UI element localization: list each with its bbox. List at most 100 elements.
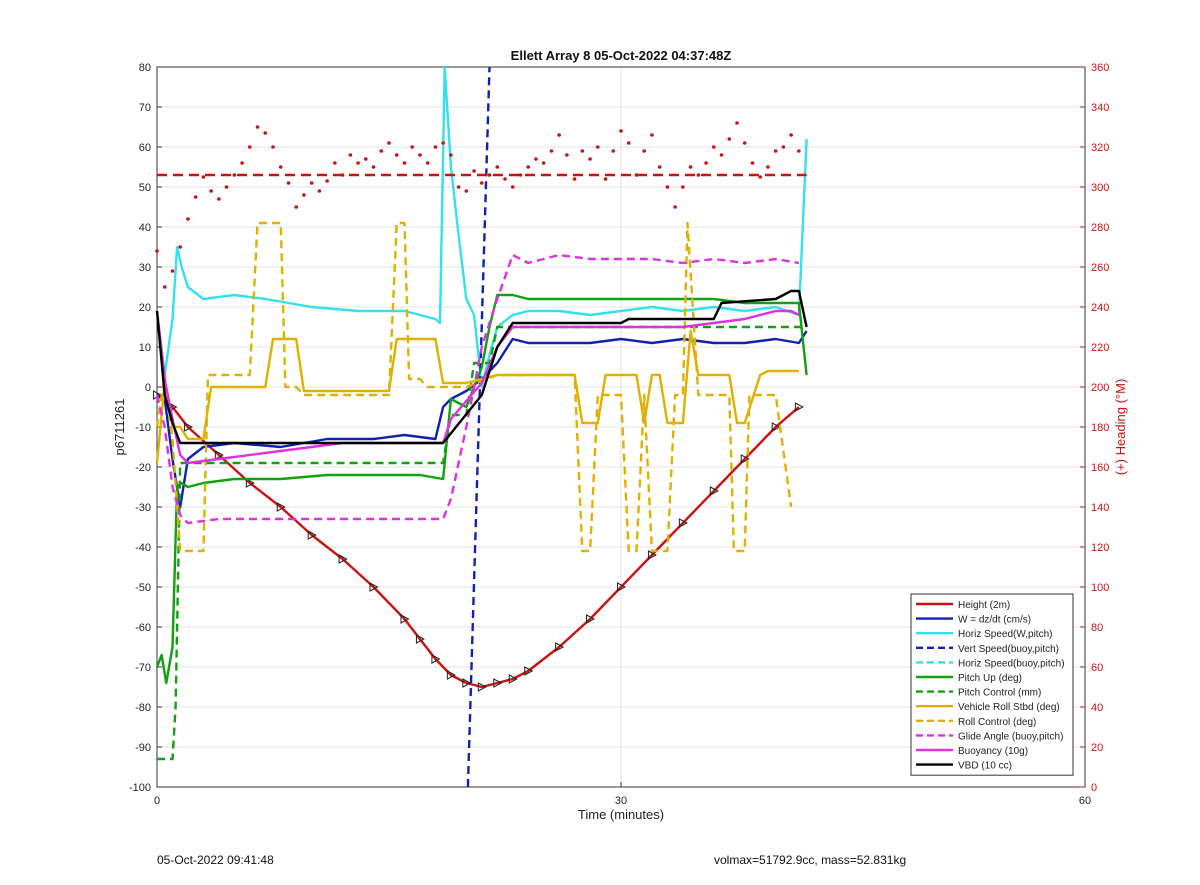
y2-tick-label: 340 bbox=[1091, 102, 1109, 114]
heading-point bbox=[186, 217, 190, 221]
heading-point bbox=[248, 145, 252, 149]
heading-point bbox=[418, 153, 422, 157]
x-tick-label: 60 bbox=[1079, 795, 1091, 807]
heading-point bbox=[773, 149, 778, 153]
heading-point bbox=[572, 177, 577, 181]
series-line-8 bbox=[155, 221, 793, 553]
heading-point bbox=[178, 245, 182, 249]
y-tick-label: 30 bbox=[139, 262, 151, 274]
heading-point bbox=[596, 145, 600, 149]
heading-point bbox=[394, 153, 399, 157]
y-tick-label: 20 bbox=[139, 302, 151, 314]
x-tick-label: 30 bbox=[615, 795, 627, 807]
heading-point bbox=[371, 165, 376, 169]
heading-point bbox=[735, 121, 739, 125]
y2-tick-label: 20 bbox=[1091, 742, 1103, 754]
y-tick-label: 10 bbox=[139, 342, 151, 354]
heading-point bbox=[681, 185, 685, 189]
heading-point bbox=[766, 165, 770, 169]
heading-point bbox=[309, 181, 314, 185]
height-marker bbox=[338, 554, 348, 564]
height-marker bbox=[431, 654, 441, 664]
heading-point bbox=[263, 131, 268, 135]
y-tick-label: -60 bbox=[135, 622, 151, 634]
heading-point bbox=[340, 173, 345, 177]
heading-point bbox=[526, 165, 530, 169]
x-tick-label: 0 bbox=[154, 795, 160, 807]
heading-point bbox=[240, 161, 244, 165]
height-marker bbox=[709, 486, 719, 496]
y-tick-label: -100 bbox=[129, 782, 151, 794]
legend: Height (2m) W = dz/dt (cm/s) Horiz Speed(W… bbox=[910, 593, 1074, 776]
legend-label: Horiz Speed(W,pitch) bbox=[958, 629, 1052, 640]
height-marker bbox=[245, 478, 255, 488]
heading-point bbox=[781, 145, 786, 149]
height-marker bbox=[477, 682, 487, 692]
heading-point bbox=[333, 161, 337, 165]
heading-point bbox=[758, 175, 762, 179]
y2-tick-label: 240 bbox=[1091, 302, 1109, 314]
x-axis-label: Time (minutes) bbox=[578, 807, 664, 822]
legend-label: W = dz/dt (cm/s) bbox=[958, 615, 1031, 626]
heading-point bbox=[541, 161, 546, 165]
footer-timestamp: 05-Oct-2022 09:41:48 bbox=[157, 853, 274, 867]
height-marker bbox=[446, 670, 456, 680]
heading-point bbox=[271, 145, 275, 149]
series-line-2 bbox=[155, 65, 808, 389]
y2-tick-label: 100 bbox=[1091, 582, 1109, 594]
y2-tick-label: 360 bbox=[1091, 62, 1109, 74]
heading-point bbox=[379, 149, 384, 153]
heading-point bbox=[402, 161, 407, 165]
y2-tick-label: 80 bbox=[1091, 622, 1103, 634]
y-tick-label: 70 bbox=[139, 102, 151, 114]
legend-label: Pitch Control (mm) bbox=[958, 688, 1041, 699]
height-marker bbox=[794, 402, 804, 412]
height-marker bbox=[400, 614, 410, 624]
x-axis-ticks: 0 30 60 bbox=[154, 782, 1091, 807]
y2-tick-label: 320 bbox=[1091, 142, 1109, 154]
legend-label: Vehicle Roll Stbd (deg) bbox=[958, 702, 1060, 713]
heading-point bbox=[712, 145, 716, 149]
footer-summary: volmax=51792.9cc, mass=52.831kg bbox=[714, 853, 907, 867]
height-marker bbox=[524, 666, 534, 676]
heading-point bbox=[665, 185, 670, 189]
y-tick-label: -90 bbox=[135, 742, 151, 754]
heading-point bbox=[704, 161, 708, 165]
y2-tick-label: 140 bbox=[1091, 502, 1109, 514]
legend-label: Height (2m) bbox=[958, 600, 1010, 611]
heading-point bbox=[464, 189, 469, 193]
series-line-9 bbox=[155, 253, 800, 525]
height-marker bbox=[183, 422, 193, 432]
heading-point bbox=[472, 169, 476, 173]
heading-point bbox=[201, 175, 206, 179]
heading-point bbox=[317, 189, 322, 193]
height-marker bbox=[771, 422, 781, 432]
y2-tick-label: 60 bbox=[1091, 662, 1103, 674]
series-line-5 bbox=[155, 293, 808, 685]
height-marker bbox=[555, 642, 565, 652]
y-tick-label: 40 bbox=[139, 222, 151, 234]
heading-point bbox=[449, 153, 453, 157]
heading-point bbox=[727, 137, 732, 141]
y-tick-label: -70 bbox=[135, 662, 151, 674]
height-marker bbox=[276, 502, 286, 512]
heading-point bbox=[348, 153, 353, 157]
y2-tick-label: 0 bbox=[1091, 782, 1097, 794]
heading-point bbox=[580, 149, 585, 153]
heading-point bbox=[565, 153, 569, 157]
y-tick-label: -20 bbox=[135, 462, 151, 474]
y-tick-label: -10 bbox=[135, 422, 151, 434]
y-axis-label: p6711261 bbox=[112, 399, 127, 456]
heading-point bbox=[193, 195, 198, 199]
heading-point bbox=[255, 125, 260, 129]
heading-point bbox=[518, 173, 523, 177]
y-tick-label: 60 bbox=[139, 142, 151, 154]
series-lines bbox=[153, 65, 808, 788]
legend-label: Horiz Speed(buoy,pitch) bbox=[958, 658, 1065, 669]
heading-point bbox=[619, 129, 623, 133]
y-tick-label: 50 bbox=[139, 182, 151, 194]
series-line-11 bbox=[155, 289, 808, 445]
y-tick-label: -30 bbox=[135, 502, 151, 514]
y2-tick-label: 180 bbox=[1091, 422, 1109, 434]
